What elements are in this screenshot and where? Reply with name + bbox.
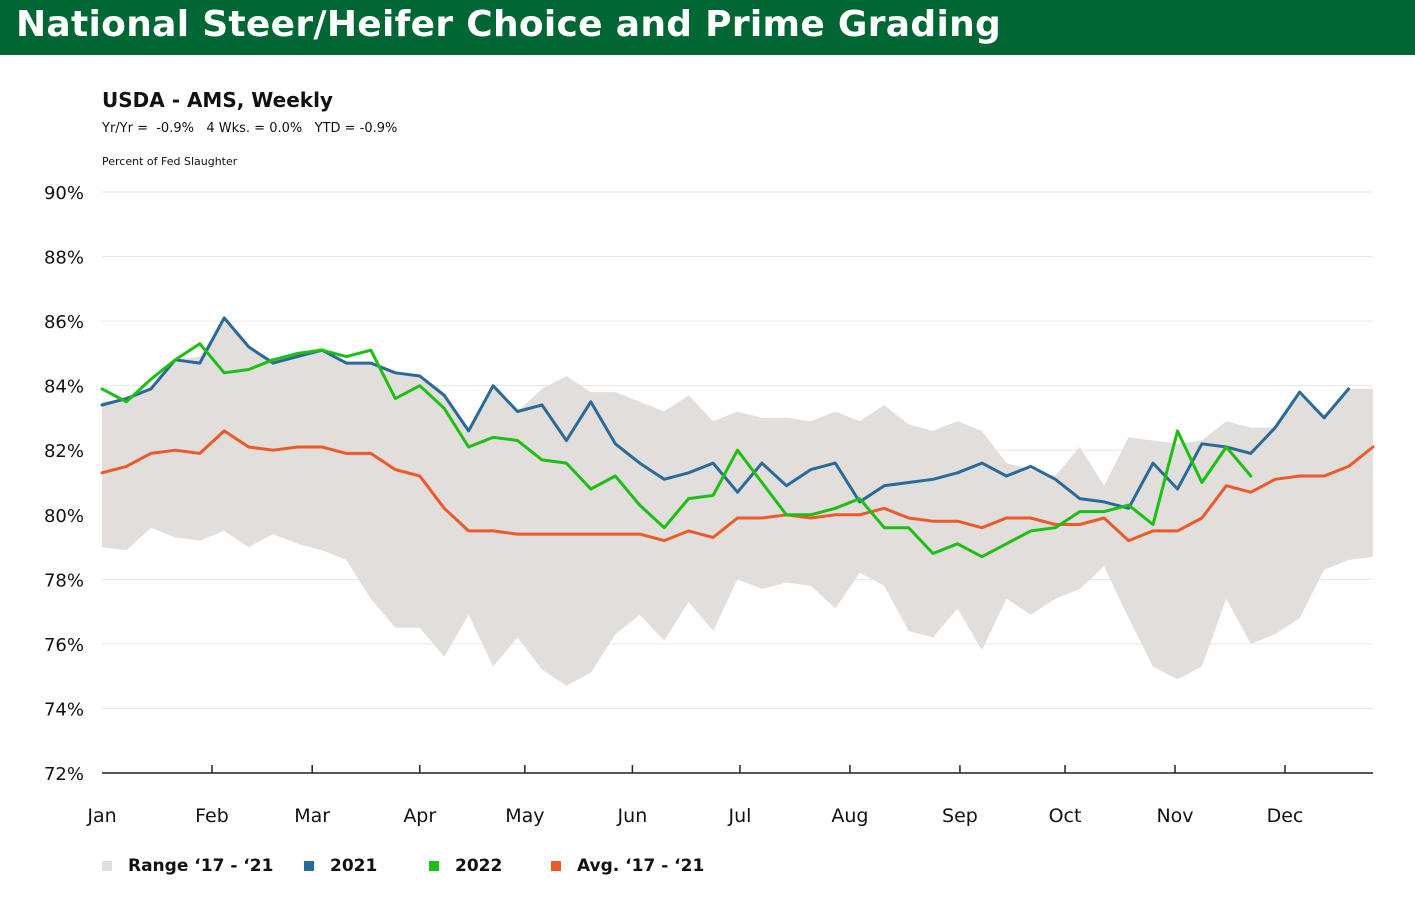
legend-swatch-2021	[304, 861, 314, 871]
y-tick-label: 76%	[44, 635, 84, 656]
y-tick-label: 84%	[44, 377, 84, 398]
chart-legend: Range ‘17 - ‘21 2021 2022 Avg. ‘17 - ‘21	[0, 856, 1415, 880]
legend-label-range: Range ‘17 - ‘21	[128, 856, 274, 876]
legend-label-avg: Avg. ‘17 - ‘21	[577, 856, 705, 876]
y-tick-label: 72%	[44, 764, 84, 785]
x-tick-label: Mar	[294, 805, 330, 827]
x-tick-label: Jun	[617, 805, 648, 827]
series-line-2021	[100, 316, 1351, 510]
x-tick-label: Feb	[195, 805, 229, 827]
x-tick-label: Aug	[831, 805, 868, 827]
x-tick-label: Nov	[1156, 805, 1193, 827]
x-tick-label: Jan	[86, 805, 116, 827]
legend-item-avg: Avg. ‘17 - ‘21	[551, 856, 704, 876]
y-tick-label: 80%	[44, 506, 84, 527]
y-tick-label: 74%	[44, 699, 84, 720]
y-tick-label: 78%	[44, 570, 84, 591]
series-line-avg	[100, 429, 1375, 543]
y-tick-label: 88%	[44, 248, 84, 269]
legend-label-2022: 2022	[455, 856, 503, 876]
x-tick-label: May	[505, 805, 544, 827]
y-tick-label: 86%	[44, 312, 84, 333]
legend-item-range: Range ‘17 - ‘21	[102, 856, 273, 876]
change-stats: Yr/Yr = -0.9% 4 Wks. = 0.0% YTD = -0.9%	[102, 121, 398, 136]
range-band	[102, 317, 1373, 686]
page-title: National Steer/Heifer Choice and Prime G…	[16, 4, 1002, 45]
legend-label-2021: 2021	[330, 856, 378, 876]
x-tick-label: Dec	[1267, 805, 1304, 827]
x-tick-label: Jul	[727, 805, 751, 827]
y-tick-label: 82%	[44, 441, 84, 462]
series-line-2022	[100, 342, 1253, 559]
x-tick-label: Sep	[942, 805, 978, 827]
legend-swatch-2022	[429, 861, 439, 871]
legend-swatch-avg	[551, 861, 561, 871]
legend-item-2021: 2021	[304, 856, 377, 876]
legend-swatch-range	[102, 861, 112, 871]
legend-item-2022: 2022	[429, 856, 502, 876]
y-tick-label: 90%	[44, 183, 84, 204]
x-tick-label: Apr	[403, 805, 436, 827]
x-tick-label: Oct	[1049, 805, 1082, 827]
title-banner: National Steer/Heifer Choice and Prime G…	[0, 0, 1415, 55]
chart-subtitle: USDA - AMS, Weekly	[102, 88, 333, 112]
y-axis-label: Percent of Fed Slaughter	[102, 155, 238, 168]
